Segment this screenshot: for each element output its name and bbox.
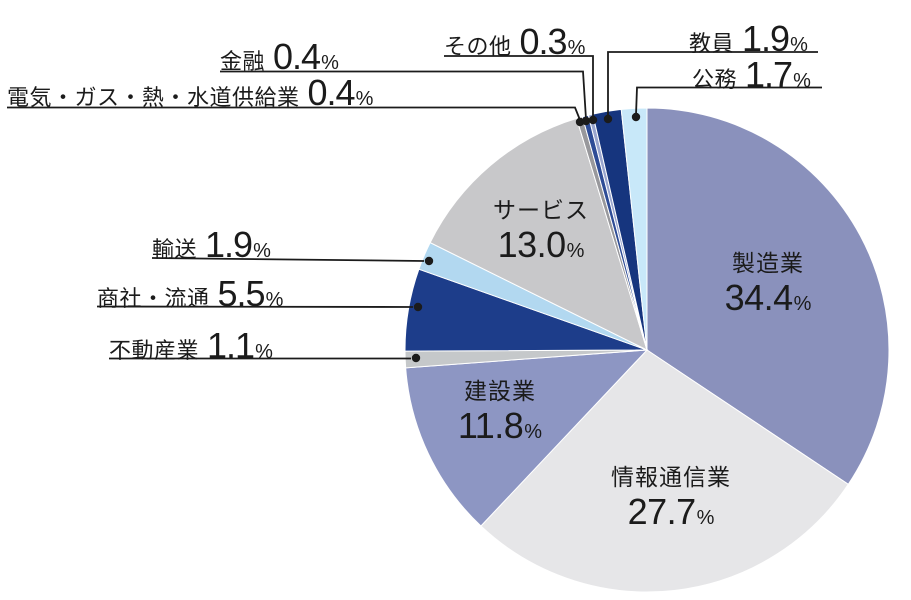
slice-name: サービス (493, 197, 589, 223)
leader-line-utilities (7, 106, 581, 121)
pie-slice-construction (405, 349, 649, 527)
pie-slice-information-communication (480, 349, 849, 593)
leader-dot-finance (581, 116, 591, 126)
slice-name: 公務 (692, 67, 738, 92)
slice-value: 11.8 (457, 405, 524, 446)
label-teachers: 教員 1.9 % (689, 21, 808, 57)
slice-value: 0.3 (519, 21, 568, 62)
label-trading-distribution: 商社・流通 5.5 % (97, 276, 283, 312)
leader-line-transport (151, 257, 425, 262)
pie-slice-service (429, 117, 648, 351)
slice-value: 1.7 (745, 54, 793, 95)
label-information-communication: 情報通信業 27.7 % (611, 466, 731, 530)
slice-name: 不動産業 (109, 338, 200, 363)
leader-dot-trading-distribution (413, 302, 423, 312)
slice-value: 27.7 (627, 491, 697, 532)
leader-dot-teachers (603, 114, 613, 124)
leader-dot-real-estate (411, 353, 421, 363)
percent-unit: % (567, 37, 586, 59)
slice-value-line: 11.8 % (458, 408, 542, 444)
percent-unit: % (793, 293, 812, 315)
percent-unit: % (255, 341, 273, 363)
slice-value-line: 13.0 % (493, 227, 589, 263)
slice-name: 情報通信業 (611, 464, 731, 490)
slice-value: 0.4 (307, 72, 356, 113)
slice-name: 金融 (220, 49, 266, 74)
slice-name: 教員 (689, 31, 735, 56)
percent-unit: % (566, 240, 585, 262)
slice-value-line: 34.4 % (725, 280, 812, 316)
percent-unit: % (524, 421, 543, 443)
leader-line-other (444, 55, 594, 118)
slice-value: 1.1 (207, 325, 255, 366)
slice-value: 34.4 (724, 277, 794, 318)
pie-slice-public-service (620, 107, 648, 351)
slice-name: 輸送 (152, 237, 198, 262)
label-public-service: 公務 1.7 % (692, 57, 811, 93)
percent-unit: % (265, 289, 284, 311)
slice-name: 建設業 (463, 378, 536, 404)
label-other: その他 0.3 % (444, 24, 585, 60)
leader-dot-other (588, 115, 598, 125)
slice-name: 製造業 (732, 250, 804, 276)
percent-unit: % (253, 240, 271, 262)
label-transport: 輸送 1.9 % (152, 227, 271, 263)
slice-value: 5.5 (217, 273, 266, 314)
slice-name: 商社・流通 (97, 286, 210, 311)
label-service: サービス 13.0 % (493, 199, 589, 263)
label-real-estate: 不動産業 1.1 % (109, 328, 273, 364)
slice-value: 0.4 (273, 36, 321, 77)
percent-unit: % (790, 34, 808, 56)
percent-unit: % (793, 70, 811, 92)
slice-value: 13.0 (497, 224, 567, 265)
leader-line-trading-distribution (96, 305, 414, 308)
leader-line-teachers (607, 51, 818, 117)
leader-line-finance (220, 70, 587, 120)
label-utilities: 電気・ガス・熱・水道供給業 0.4 % (7, 75, 373, 111)
leader-dot-public-service (631, 112, 641, 122)
slice-name: その他 (444, 34, 512, 59)
slice-value: 1.9 (205, 224, 253, 265)
percent-unit: % (355, 88, 374, 110)
label-construction: 建設業 11.8 % (458, 380, 542, 444)
slice-name: 電気・ガス・熱・水道供給業 (7, 85, 300, 110)
label-manufacturing: 製造業 34.4 % (725, 252, 812, 316)
leader-line-public-service (635, 86, 822, 116)
slice-value: 1.9 (742, 18, 790, 59)
label-finance: 金融 0.4 % (220, 39, 339, 75)
slice-value-line: 27.7 % (611, 494, 731, 530)
percent-unit: % (321, 52, 339, 74)
leader-dot-transport (424, 256, 434, 266)
percent-unit: % (696, 507, 715, 529)
